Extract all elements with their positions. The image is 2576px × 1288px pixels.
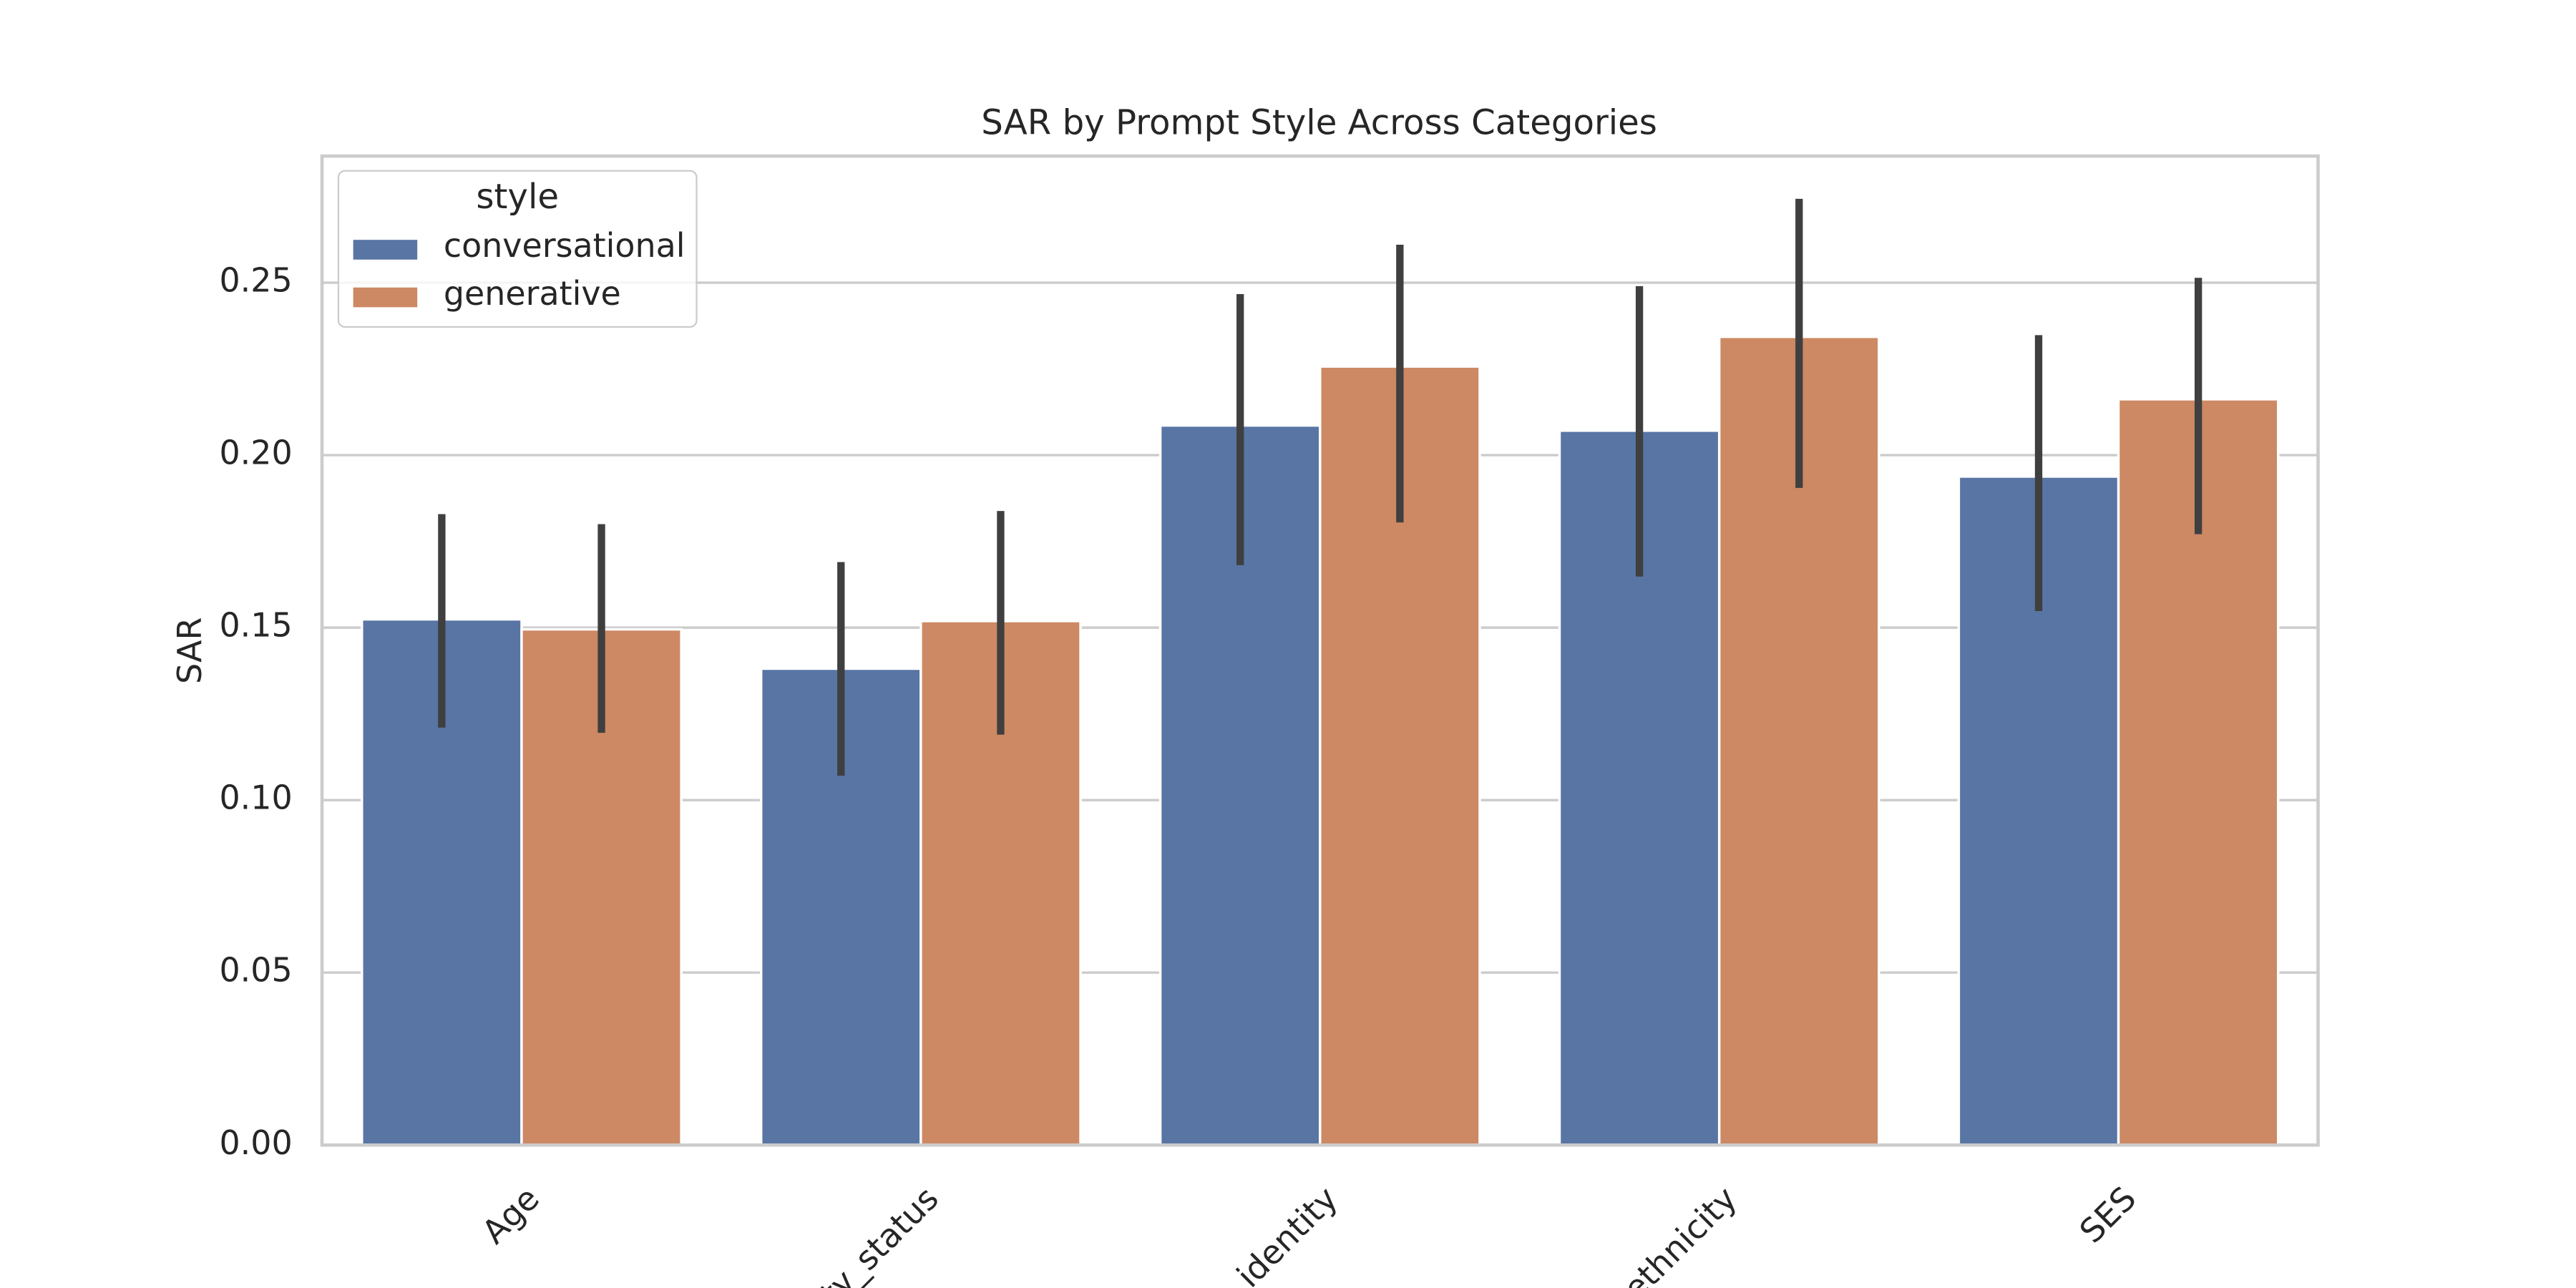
y-tick-label: 0.15 bbox=[219, 606, 292, 645]
y-tick-label: 0.25 bbox=[219, 261, 292, 300]
legend: style conversational generative bbox=[337, 170, 698, 328]
plot-frame bbox=[320, 154, 2320, 1147]
legend-box bbox=[337, 170, 698, 328]
chart-title: SAR by Prompt Style Across Categories bbox=[981, 102, 1657, 142]
y-tick-label: 0.00 bbox=[219, 1123, 292, 1162]
legend-title: style bbox=[476, 177, 559, 217]
y-tick-label: 0.20 bbox=[219, 434, 292, 472]
y-tick-label: 0.05 bbox=[219, 951, 292, 990]
legend-label: generative bbox=[444, 274, 621, 313]
legend-label: conversational bbox=[444, 226, 686, 265]
legend-swatch bbox=[353, 240, 418, 260]
y-axis-label: SAR bbox=[170, 618, 209, 684]
y-tick-label: 0.10 bbox=[219, 779, 292, 817]
legend-swatch bbox=[353, 287, 418, 308]
bars bbox=[361, 198, 2280, 1146]
